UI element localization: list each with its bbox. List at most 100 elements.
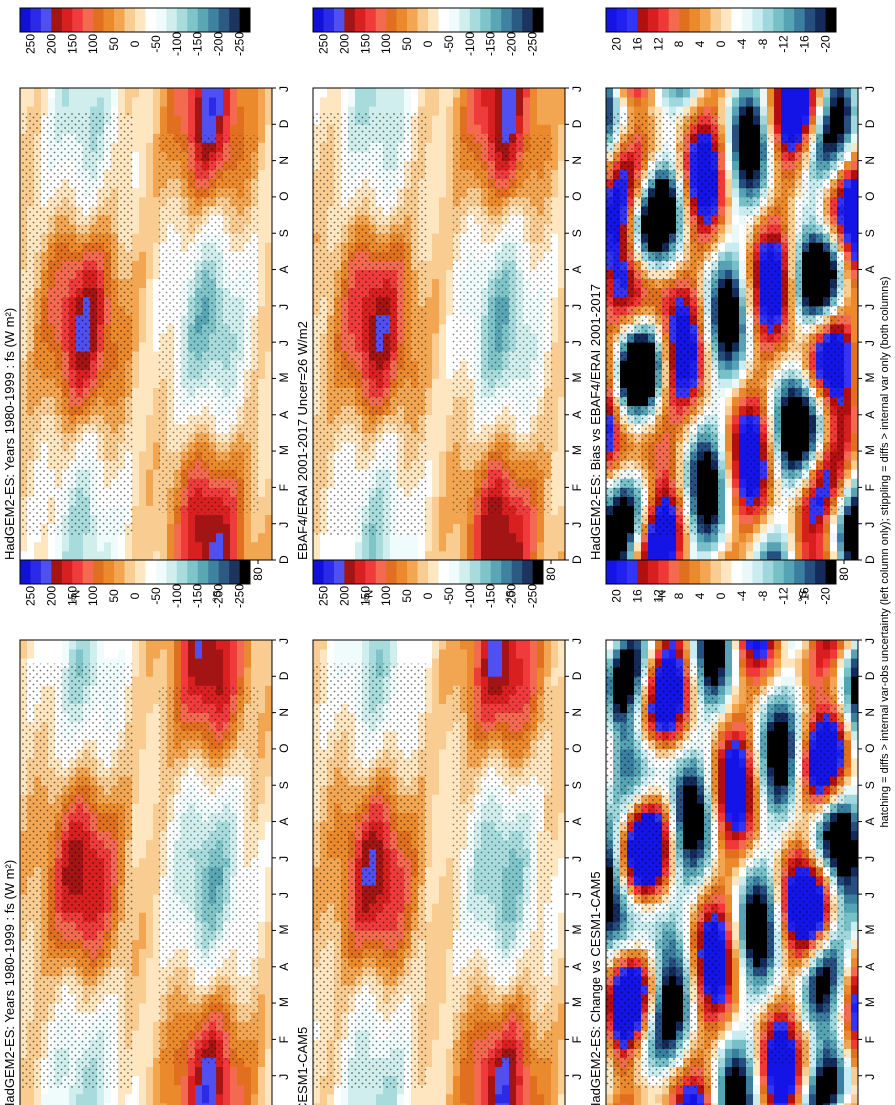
heatmap-cell [132, 523, 140, 534]
heatmap-cell [732, 305, 740, 316]
heatmap-cell [439, 523, 447, 534]
heatmap-cell [139, 396, 147, 407]
heatmap-cell [139, 333, 147, 343]
heatmap-cell [146, 487, 154, 497]
heatmap-cell [139, 369, 147, 379]
heatmap-cell [544, 97, 552, 107]
heatmap-cell [551, 432, 559, 443]
heatmap-cell [139, 124, 147, 134]
heatmap-cell [153, 269, 161, 280]
heatmap-cell [334, 532, 342, 543]
heatmap-cell [139, 451, 147, 461]
heatmap-cell [265, 369, 273, 379]
heatmap-cell [244, 532, 252, 543]
heatmap-cell [34, 106, 42, 116]
heatmap-cell [153, 151, 161, 162]
heatmap-cell [558, 178, 566, 189]
heatmap-cell [251, 550, 259, 561]
heatmap-cell [153, 106, 161, 116]
heatmap-cell [802, 532, 810, 543]
heatmap-cell [41, 97, 49, 107]
heatmap-cell [69, 550, 77, 561]
heatmap-cell [474, 514, 482, 525]
heatmap-cell [453, 106, 461, 116]
heatmap-cell [320, 541, 328, 552]
heatmap-cell [237, 88, 245, 98]
heatmap-cell [132, 369, 140, 379]
heatmap-cell [851, 423, 859, 434]
heatmap-cell [725, 314, 733, 325]
heatmap-cell [132, 142, 140, 152]
heatmap-cell [558, 414, 566, 425]
heatmap-cell [851, 333, 859, 343]
heatmap-cell [265, 505, 273, 516]
heatmap-cell [97, 532, 105, 543]
heatmap-cell [432, 324, 440, 334]
heatmap-cell [530, 88, 538, 98]
heatmap-cell [90, 550, 98, 561]
heatmap-cell [523, 523, 531, 534]
heatmap-cell [523, 532, 531, 543]
heatmap-cell [523, 106, 531, 116]
heatmap-cell [258, 106, 266, 116]
heatmap-cell [348, 532, 356, 543]
heatmap-cell [167, 541, 175, 552]
heatmap-cell [411, 541, 419, 552]
heatmap-cell [823, 523, 831, 534]
heatmap-cell [753, 514, 761, 525]
heatmap-cell [160, 532, 168, 543]
heatmap-cell [258, 432, 266, 443]
heatmap-cell [132, 324, 140, 334]
heatmap-cell [732, 496, 740, 506]
heatmap-cell [558, 460, 566, 470]
heatmap-cell [146, 206, 154, 216]
heatmap-cell [460, 523, 468, 534]
heatmap-cell [237, 106, 245, 116]
heatmap-cell [216, 88, 224, 98]
heatmap-cell [223, 541, 231, 552]
heatmap-cell [439, 505, 447, 516]
heatmap-cell [139, 206, 147, 216]
heatmap-cell [488, 97, 496, 107]
heatmap-cell [258, 378, 266, 388]
heatmap-cell [139, 305, 147, 316]
heatmap-cell [453, 541, 461, 552]
heatmap-cell [439, 514, 447, 525]
heatmap-cell [132, 387, 140, 398]
heatmap-cell [446, 405, 454, 416]
heatmap-cell [474, 97, 482, 107]
heatmap-cell [132, 396, 140, 407]
heatmap-cell [132, 460, 140, 470]
heatmap-cell [181, 124, 189, 134]
heatmap-cell [446, 97, 454, 107]
heatmap-cell [265, 342, 273, 352]
heatmap-cell [230, 115, 238, 125]
heatmap-cell [362, 88, 370, 98]
heatmap-cell [439, 314, 447, 325]
heatmap-cell [174, 550, 182, 561]
heatmap-cell [774, 523, 782, 534]
heatmap-cell [439, 487, 447, 497]
heatmap-cell [558, 278, 566, 289]
heatmap-cell [432, 414, 440, 425]
heatmap-cell [725, 550, 733, 561]
heatmap-cell [732, 414, 740, 425]
heatmap-cell [355, 550, 363, 561]
heatmap-cell [530, 97, 538, 107]
heatmap-cell [851, 351, 859, 361]
heatmap-cell [558, 215, 566, 225]
heatmap-cell [697, 541, 705, 552]
heatmap-cell [439, 550, 447, 561]
heatmap-cell [258, 124, 266, 134]
heatmap-cell [432, 269, 440, 280]
heatmap-cell [439, 423, 447, 434]
heatmap-cell [425, 523, 433, 534]
heatmap-cell [537, 532, 545, 543]
heatmap-cell [446, 387, 454, 398]
heatmap-cell [418, 532, 426, 543]
heatmap-cell [432, 532, 440, 543]
heatmap-cell [425, 550, 433, 561]
heatmap-cell [676, 550, 684, 561]
heatmap-cell [425, 360, 433, 370]
heatmap-cell [258, 405, 266, 416]
